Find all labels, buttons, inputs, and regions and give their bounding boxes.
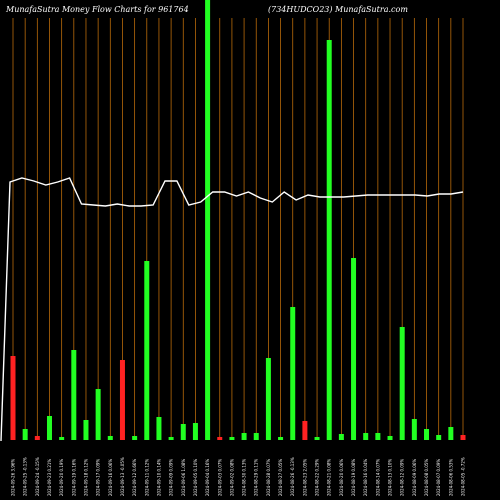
x-tick-label: 2024-09-09 0.09%: [169, 459, 174, 496]
x-tick-label: 2024-08-21 0.08%: [327, 459, 332, 496]
x-tick-label: 2024-09-05 0.10%: [193, 459, 198, 496]
bar: [290, 307, 296, 440]
bar: [278, 437, 284, 440]
bar: [132, 436, 138, 440]
bars: [10, 0, 466, 440]
bar: [34, 436, 40, 440]
bar: [424, 429, 430, 440]
bar: [326, 40, 332, 440]
x-tick-label: 2024-09-17 0.09%: [96, 459, 101, 496]
bar: [10, 356, 16, 440]
money-flow-line: [0, 177, 464, 442]
x-tick-label: 2024-09-10 0.14%: [156, 459, 161, 496]
x-tick-label: 2024-09-06 1.08%: [181, 459, 186, 496]
bar: [436, 435, 442, 440]
x-tick-label: 2024-08-06 0.53%: [448, 459, 453, 496]
x-tick-label: 2024-08-14 0.07%: [375, 459, 380, 496]
bar: [253, 433, 259, 440]
x-tick-label: 2024-08-05 -0.72%: [461, 457, 466, 496]
x-tick-label: 2024-09-02 0.08%: [229, 459, 234, 496]
bar: [375, 433, 381, 440]
x-tick-label: 2024-09-16 0.06%: [108, 459, 113, 496]
bar: [119, 360, 125, 440]
x-tick-label: 2024-09-13 -0.05%: [120, 457, 125, 496]
bar: [71, 350, 77, 440]
bar: [168, 437, 174, 440]
chart-title-right: (734HUDCO23) MunafaSutra.com: [268, 5, 408, 14]
bar: [411, 419, 417, 440]
gridlines: [12, 18, 464, 440]
chart-title-left: MunafaSutra Money Flow Charts for 961764: [5, 5, 189, 14]
x-tick-labels: 2024-09-26 3.96% 2024-09-25 -0.13% 2024-09…: [11, 457, 466, 496]
bar: [192, 423, 198, 440]
money-flow-line-layer: [0, 177, 464, 442]
bar: [46, 416, 52, 440]
x-tick-label: 2024-08-13 0.10%: [388, 459, 393, 496]
bar: [241, 433, 247, 440]
x-tick-label: 2024-08-09 0.06%: [412, 459, 417, 496]
bar: [363, 433, 369, 440]
x-tick-label: 2024-08-20 0.06%: [339, 459, 344, 496]
x-tick-label: 2024-08-19 0.08%: [351, 459, 356, 496]
bar: [265, 358, 271, 440]
bar: [217, 437, 223, 440]
x-tick-label: 2024-09-18 0.12%: [83, 459, 88, 496]
bar: [205, 0, 211, 440]
bar: [180, 424, 186, 440]
bar: [229, 437, 235, 440]
x-tick-label: 2024-08-30 0.13%: [242, 459, 247, 496]
bar: [156, 417, 162, 440]
bar: [83, 420, 89, 440]
bar: [448, 427, 454, 440]
bar: [95, 389, 101, 440]
x-tick-label: 2024-08-29 0.11%: [254, 459, 259, 496]
x-tick-label: 2024-09-04 0.16%: [205, 459, 210, 496]
bar: [314, 437, 320, 440]
x-tick-label: 2024-08-28 0.07%: [266, 459, 271, 496]
x-tick-label: 2024-09-25 -0.13%: [23, 457, 28, 496]
x-tick-label: 2024-08-26 -0.13%: [290, 457, 295, 496]
bar: [460, 435, 466, 440]
x-tick-label: 2024-08-08 0.05%: [424, 459, 429, 496]
x-tick-label: 2024-09-12 0.66%: [132, 459, 137, 496]
x-tick-label: 2024-09-19 0.16%: [71, 459, 76, 496]
x-tick-label: 2024-08-23 2.05%: [302, 459, 307, 496]
x-tick-label: 2024-09-03 0.07%: [217, 459, 222, 496]
x-tick-label: 2024-09-11 0.12%: [144, 459, 149, 496]
bar: [351, 258, 357, 440]
x-tick-label: 2024-09-23 0.21%: [47, 459, 52, 496]
x-tick-label: 2024-09-26 3.96%: [11, 459, 16, 496]
bar: [107, 436, 113, 440]
x-tick-label: 2024-08-16 0.04%: [363, 459, 368, 496]
x-tick-label: 2024-08-27 0.05%: [278, 459, 283, 496]
bar: [387, 436, 393, 440]
bar: [59, 437, 65, 440]
bar: [399, 327, 405, 440]
bar: [338, 434, 344, 440]
x-tick-label: 2024-09-24 -0.15%: [35, 457, 40, 496]
x-tick-label: 2024-08-22 0.29%: [315, 459, 320, 496]
bar: [144, 261, 150, 440]
bar: [22, 429, 28, 440]
x-tick-label: 2024-08-07 0.09%: [436, 459, 441, 496]
x-tick-label: 2024-09-20 0.19%: [59, 459, 64, 496]
x-tick-label: 2024-08-12 0.09%: [400, 459, 405, 496]
bar: [302, 421, 308, 440]
